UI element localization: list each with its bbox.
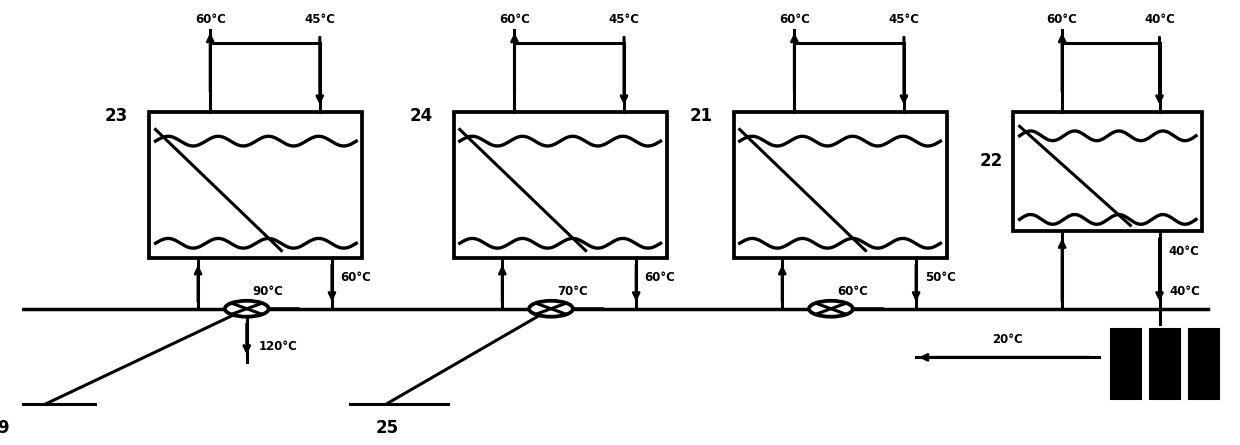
Bar [734,112,946,258]
Text: 23: 23 [105,107,128,125]
Text: 45°C: 45°C [609,13,640,26]
Text: 50°C: 50°C [925,271,956,284]
Bar [454,112,667,258]
Circle shape [224,301,269,317]
Text: 90°C: 90°C [253,285,284,298]
Text: 60°C: 60°C [1047,13,1078,26]
Text: 22: 22 [980,152,1003,170]
Text: 60°C: 60°C [498,13,529,26]
Text: 40°C: 40°C [1169,285,1200,298]
Text: 9: 9 [0,419,9,437]
Text: 60°C: 60°C [341,271,371,284]
Text: 70°C: 70°C [557,285,588,298]
Text: 45°C: 45°C [888,13,919,26]
Circle shape [529,301,573,317]
Bar [149,112,362,258]
Bar [1013,112,1202,231]
Bar [1189,329,1219,400]
Text: 21: 21 [689,107,712,125]
Text: 20°C: 20°C [992,333,1023,346]
Text: 45°C: 45°C [304,13,335,26]
Text: 60°C: 60°C [837,285,868,298]
Bar [1149,329,1180,400]
Bar [1111,329,1141,400]
Text: 25: 25 [376,419,398,437]
Circle shape [808,301,853,317]
Text: 40°C: 40°C [1168,245,1199,258]
Text: 120°C: 120°C [259,340,298,353]
Text: 40°C: 40°C [1145,13,1176,26]
Text: 24: 24 [409,107,433,125]
Text: 60°C: 60°C [779,13,810,26]
Text: 60°C: 60°C [195,13,226,26]
Text: 60°C: 60°C [645,271,676,284]
